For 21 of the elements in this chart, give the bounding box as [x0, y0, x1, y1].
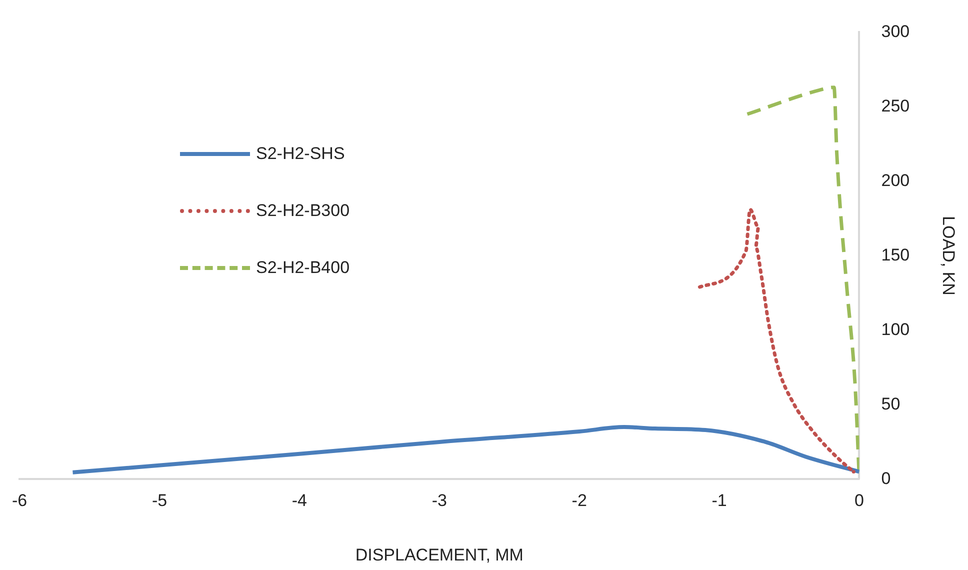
y-tick-label: 200: [881, 170, 910, 190]
y-tick-label: 150: [881, 245, 910, 264]
legend-label: S2-H2-SHS: [256, 144, 345, 164]
x-tick-label: -3: [432, 491, 447, 510]
y-tick-label: 250: [881, 96, 910, 116]
y-tick-label: 0: [881, 468, 891, 488]
x-tick-label: -6: [12, 491, 28, 510]
line-series: [70, 425, 860, 474]
x-tick-label: -4: [292, 491, 308, 510]
line-series: [698, 208, 856, 474]
x-tick-label: -1: [712, 491, 727, 510]
x-tick-label: -2: [572, 491, 587, 510]
y-tick-label: 300: [881, 22, 910, 41]
x-axis-title: DISPLACEMENT, MM: [355, 545, 524, 564]
y-tick-label: 100: [881, 320, 910, 339]
y-axis-title: LOAD, KN: [939, 216, 958, 296]
x-tick-label: -5: [152, 491, 168, 510]
legend-label: S2-H2-B300: [256, 201, 350, 221]
x-tick-label: 0: [854, 491, 864, 510]
legend-label: S2-H2-B400: [256, 258, 350, 278]
y-tick-label: 50: [881, 394, 900, 414]
